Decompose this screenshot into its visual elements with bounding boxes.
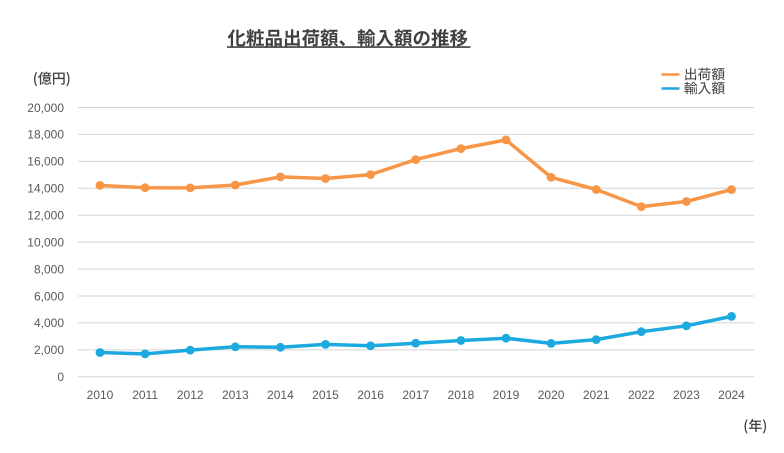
svg-text:12,000: 12,000: [27, 209, 64, 223]
svg-text:2010: 2010: [87, 388, 114, 402]
svg-text:14,000: 14,000: [27, 182, 64, 196]
svg-text:2014: 2014: [267, 388, 294, 402]
svg-text:2015: 2015: [312, 388, 339, 402]
svg-text:20,000: 20,000: [27, 101, 64, 115]
svg-text:0: 0: [57, 370, 64, 384]
svg-text:6,000: 6,000: [34, 289, 64, 303]
svg-text:2013: 2013: [222, 388, 249, 402]
svg-text:16,000: 16,000: [27, 155, 64, 169]
svg-text:2018: 2018: [448, 388, 475, 402]
svg-text:2017: 2017: [402, 388, 429, 402]
svg-text:18,000: 18,000: [27, 128, 64, 142]
svg-text:2,000: 2,000: [34, 343, 64, 357]
svg-text:2020: 2020: [538, 388, 565, 402]
svg-text:2011: 2011: [132, 388, 158, 402]
svg-text:2024: 2024: [718, 388, 745, 402]
svg-text:8,000: 8,000: [34, 262, 64, 276]
svg-text:2023: 2023: [673, 388, 700, 402]
svg-text:10,000: 10,000: [27, 235, 64, 249]
svg-text:2016: 2016: [357, 388, 384, 402]
svg-text:4,000: 4,000: [34, 316, 64, 330]
svg-text:2022: 2022: [628, 388, 655, 402]
svg-text:2021: 2021: [583, 388, 610, 402]
svg-text:2019: 2019: [493, 388, 520, 402]
svg-text:2012: 2012: [177, 388, 204, 402]
